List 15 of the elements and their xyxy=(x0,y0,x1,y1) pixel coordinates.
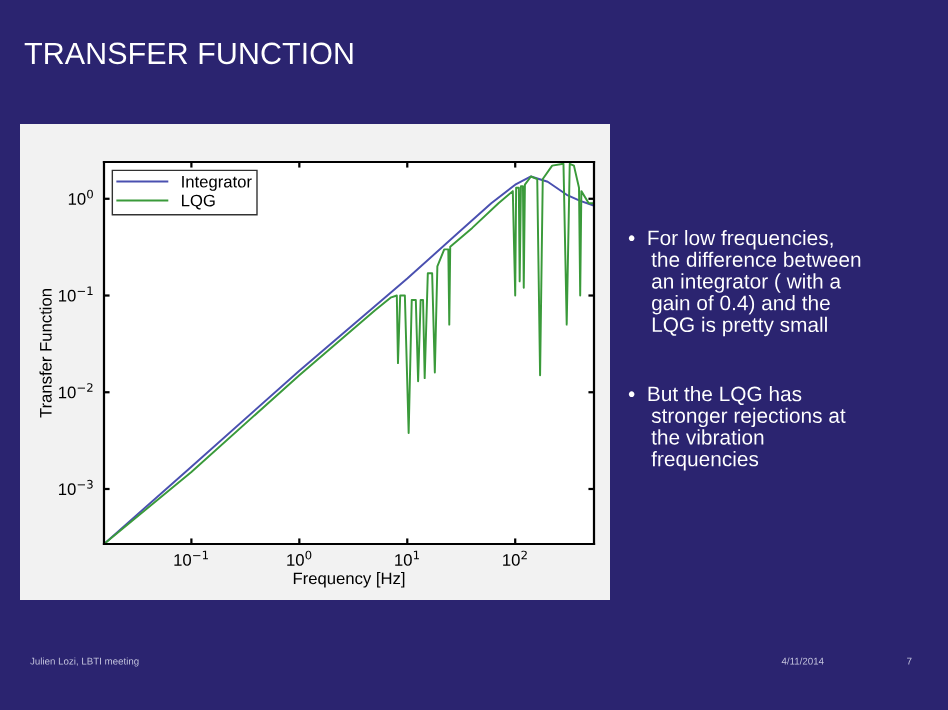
x-tick-label: 10$^{1}$ xyxy=(395,550,419,566)
chart-title: TRANSFER FUNCTION xyxy=(24,42,353,65)
legend-label: LQG xyxy=(182,194,215,210)
x-tick-label: 10$^{0}$ xyxy=(287,550,312,566)
text: • For low frequencies, the difference between an integrator ( with a gain of 0.4) and the LQG is pretty small xyxy=(628,230,861,337)
x-tick-label: 10$^{2}$ xyxy=(503,550,527,566)
y-tick-label: 10$^{−3}$ xyxy=(59,479,93,496)
x-axis-title: Frequency [Hz] xyxy=(293,572,405,588)
legend-label: Integrator xyxy=(182,175,252,191)
x-tick-label: 10$^{−1}$ xyxy=(174,550,208,566)
y-tick-label: 10$^{−2}$ xyxy=(59,383,93,399)
y-tick-label: 10$^{−1}$ xyxy=(59,286,93,302)
y-axis-title: Transfer Function xyxy=(39,289,52,418)
y-tick-label: 10$^{0}$ xyxy=(68,189,93,205)
text: • But the LQG has stronger rejections at the vibration frequencies xyxy=(628,386,846,471)
